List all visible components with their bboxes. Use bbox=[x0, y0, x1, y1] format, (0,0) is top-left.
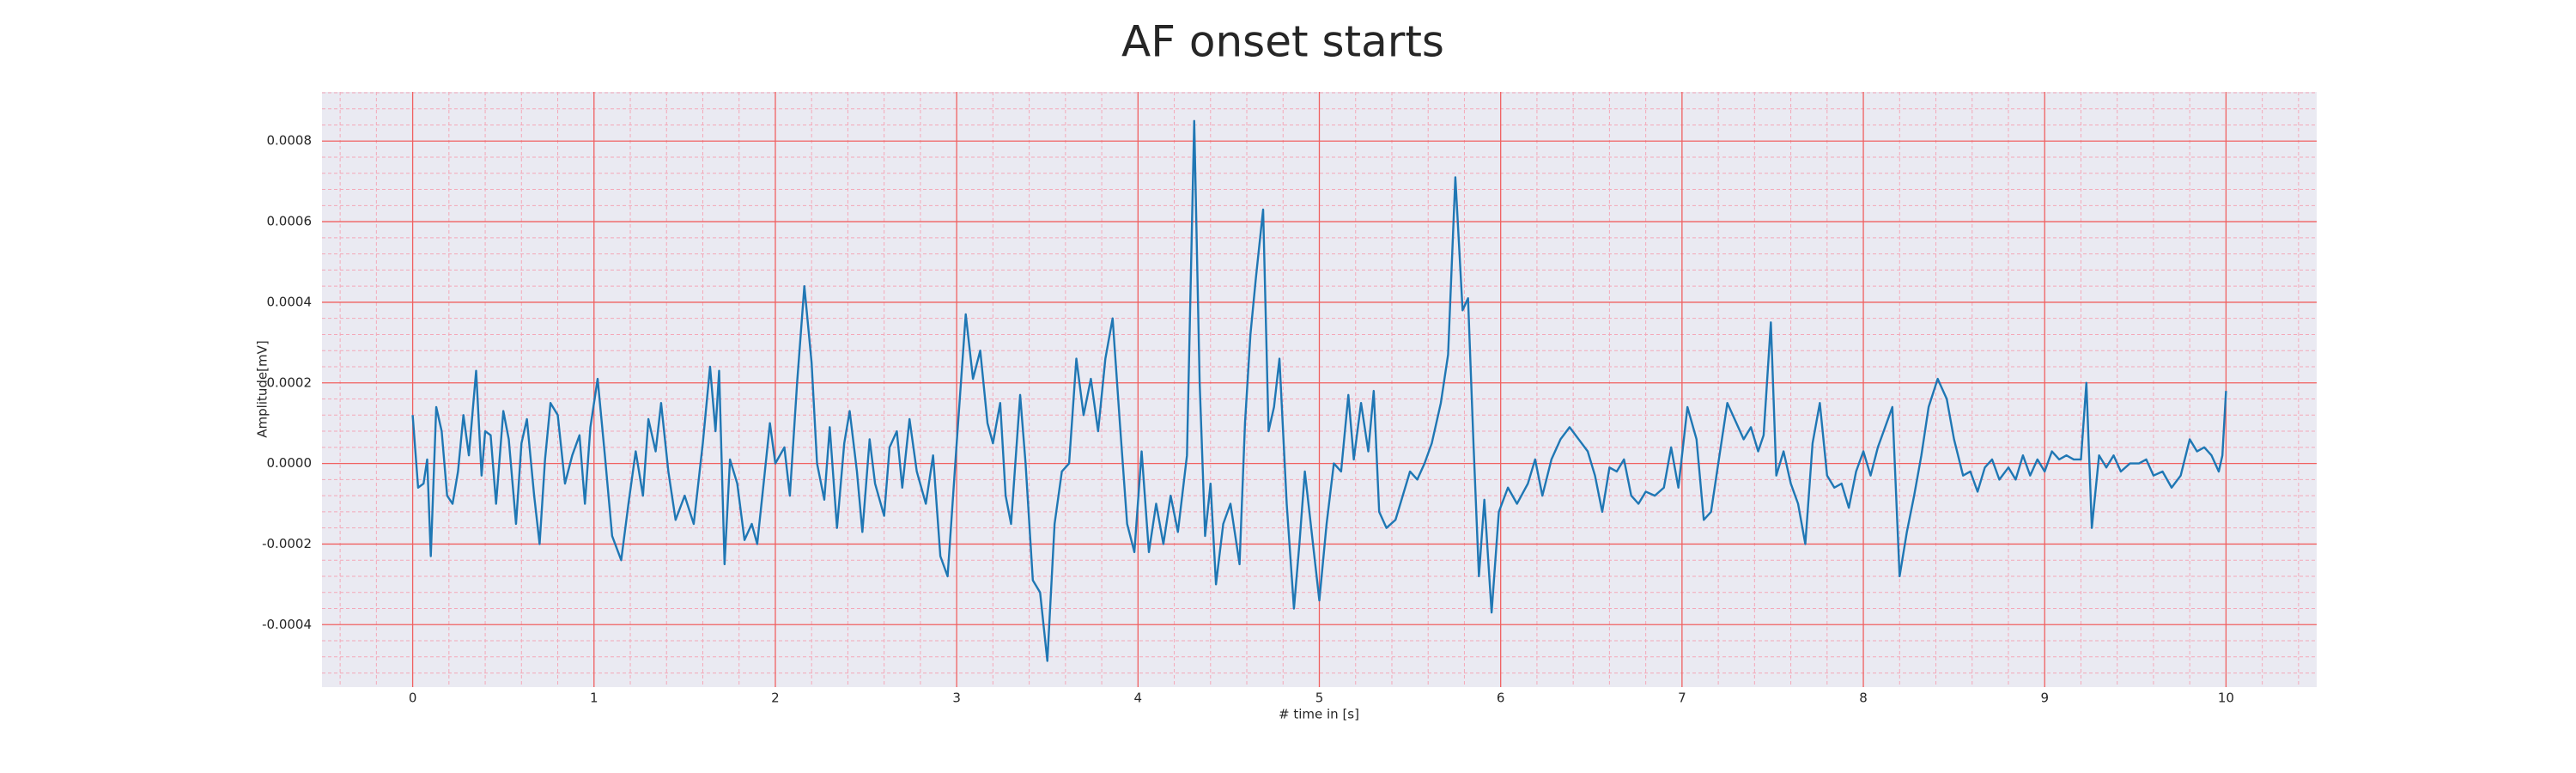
y-tick-label: 0.0000 bbox=[267, 455, 313, 471]
grid bbox=[322, 92, 2317, 687]
y-tick-label: -0.0002 bbox=[262, 536, 312, 551]
x-tick-label: 3 bbox=[952, 691, 961, 706]
x-tick-label: 6 bbox=[1497, 691, 1505, 706]
x-tick-label: 1 bbox=[590, 691, 598, 706]
y-tick-label: 0.0006 bbox=[267, 214, 313, 229]
signal-line bbox=[411, 119, 2227, 662]
marks bbox=[411, 119, 2227, 662]
x-tick-label: 8 bbox=[1859, 691, 1868, 706]
y-tick-label: 0.0002 bbox=[267, 374, 313, 390]
chart-title: AF onset starts bbox=[1121, 17, 1444, 67]
x-tick-label: 5 bbox=[1315, 691, 1324, 706]
x-axis-label: # time in [s] bbox=[1279, 707, 1359, 722]
x-tick-label: 9 bbox=[2040, 691, 2049, 706]
x-tick-label: 10 bbox=[2218, 691, 2234, 706]
y-axis-label: Amplitude[mV] bbox=[255, 340, 270, 437]
y-tick-label: -0.0004 bbox=[262, 617, 312, 632]
labels: 0 1 2 3 4 5 6 7 8 9 10 -0.0004 -0.0002 0.0000 0.0002 0.… bbox=[262, 133, 2234, 706]
y-tick-label: 0.0008 bbox=[267, 133, 313, 149]
x-tick-label: 2 bbox=[771, 691, 780, 706]
y-tick-label: 0.0004 bbox=[267, 294, 313, 309]
x-tick-label: 4 bbox=[1134, 691, 1143, 706]
x-tick-label: 0 bbox=[409, 691, 417, 706]
x-tick-label: 7 bbox=[1678, 691, 1686, 706]
